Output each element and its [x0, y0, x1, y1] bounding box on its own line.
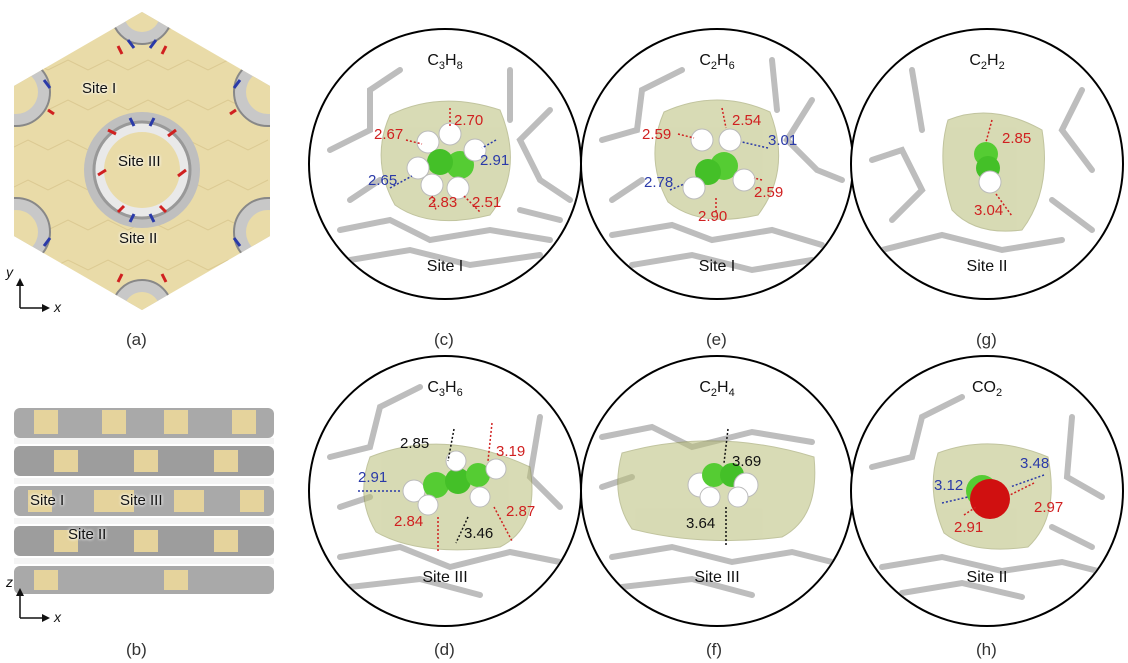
distance-f-1: 3.69 — [732, 453, 762, 470]
distance-c-2: 2.70 — [454, 112, 484, 129]
framework-sticks-d — [327, 384, 563, 598]
panel-g: C2H2 2.85 3.04 Site II — [850, 28, 1124, 300]
molecule-title-c: C3H8 — [427, 52, 463, 73]
axes-icon-b — [16, 588, 50, 622]
molecule-title-g: C2H2 — [969, 52, 1005, 73]
site-label-d: Site III — [422, 569, 468, 586]
site-label-b-3: Site III — [120, 492, 163, 509]
distance-g-2: 3.04 — [974, 202, 1004, 219]
panel-f: C2H4 3.69 3.64 Site III — [580, 355, 854, 627]
caption-e: (e) — [706, 330, 727, 349]
axes-icon-a — [16, 278, 50, 312]
caption-g: (g) — [976, 330, 997, 349]
caption-a: (a) — [126, 330, 147, 349]
framework-sticks-e — [599, 57, 845, 274]
framework-sticks-f — [599, 423, 835, 598]
site-label-b-2: Site II — [68, 526, 107, 543]
axis-label-a-vertical: y — [6, 264, 13, 280]
distance-d-1: 2.85 — [400, 435, 430, 452]
distance-h-2: 3.48 — [1020, 455, 1050, 472]
panel-b: Site I Site III Site II — [14, 398, 274, 608]
distance-c-5: 2.83 — [428, 194, 458, 211]
site-label-g: Site II — [966, 258, 1008, 275]
site-label-c: Site I — [426, 258, 464, 275]
panel-h: CO2 3.12 3.48 2.97 2.91 Site II — [850, 355, 1124, 627]
distance-g-1: 2.85 — [1002, 130, 1032, 147]
distance-d-4: 2.84 — [394, 513, 424, 530]
distance-h-4: 2.91 — [954, 519, 984, 536]
molecule-title-f: C2H4 — [699, 379, 735, 400]
distance-h-1: 3.12 — [934, 477, 964, 494]
framework-sideview-image — [14, 408, 274, 594]
caption-b: (b) — [126, 640, 147, 659]
distance-c-3: 2.91 — [480, 152, 510, 169]
distance-d-6: 2.87 — [506, 503, 536, 520]
site-label-b-1: Site I — [30, 492, 65, 509]
distance-h-3: 2.97 — [1034, 499, 1064, 516]
distance-d-3: 2.91 — [358, 469, 388, 486]
caption-f: (f) — [706, 640, 723, 659]
distance-c-6: 2.51 — [472, 194, 502, 211]
framework-sticks-g — [869, 67, 1095, 254]
axis-label-b-vertical: z — [6, 574, 13, 590]
distance-e-5: 2.90 — [698, 208, 728, 225]
caption-d: (d) — [434, 640, 455, 659]
site-label-a-1: Site I — [82, 80, 117, 97]
distance-e-6: 2.59 — [754, 184, 784, 201]
distance-c-1: 2.67 — [374, 126, 404, 143]
framework-sticks-c — [327, 67, 573, 269]
axis-label-a-horizontal: x — [54, 299, 61, 315]
distance-e-2: 2.54 — [732, 112, 762, 129]
panel-e: C2H6 2.59 2.54 3.01 2.78 2.90 2.59 Site … — [580, 28, 854, 300]
site-label-f: Site III — [694, 569, 740, 586]
site-label-a-3: Site III — [118, 153, 161, 170]
site-label-e: Site I — [698, 258, 736, 275]
panel-c: C3H8 2.67 2.70 2.91 2.65 2.83 2.51 Site … — [308, 28, 582, 300]
site-label-h: Site II — [966, 569, 1008, 586]
distance-e-4: 2.78 — [644, 174, 674, 191]
axis-label-b-horizontal: x — [54, 609, 61, 625]
framework-topview-image — [14, 12, 270, 310]
site-label-a-2: Site II — [119, 230, 158, 247]
distance-d-2: 3.19 — [496, 443, 526, 460]
caption-h: (h) — [976, 640, 997, 659]
panel-d: C3H6 2.85 3.19 2.91 2.84 3.46 2.87 Site … — [308, 355, 582, 627]
distance-e-3: 3.01 — [768, 132, 798, 149]
molecule-title-h: CO2 — [971, 379, 1003, 400]
framework-sticks-h — [869, 394, 1105, 600]
panel-a: Site I Site III Site II — [8, 10, 276, 310]
distance-d-5: 3.46 — [464, 525, 494, 542]
distance-f-2: 3.64 — [686, 515, 716, 532]
distance-c-4: 2.65 — [368, 172, 398, 189]
caption-c: (c) — [434, 330, 454, 349]
molecule-title-d: C3H6 — [427, 379, 463, 400]
molecule-title-e: C2H6 — [699, 52, 735, 73]
distance-e-1: 2.59 — [642, 126, 672, 143]
